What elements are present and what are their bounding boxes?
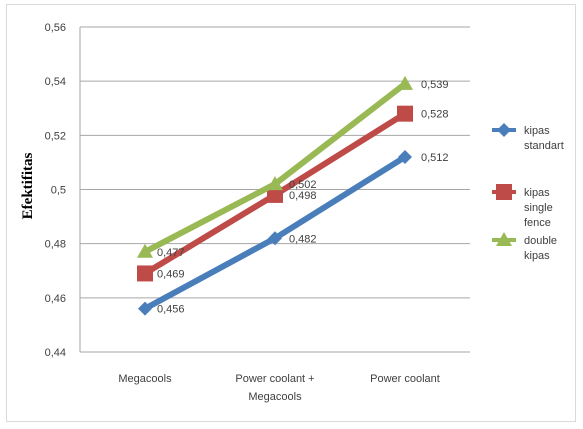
legend-entry-label: single: [524, 202, 553, 214]
y-tick-label: 0,44: [45, 347, 66, 359]
data-label: 0,512: [421, 152, 449, 164]
data-point-marker: [397, 75, 413, 90]
data-label: 0,539: [421, 79, 449, 91]
data-point-marker: [398, 150, 412, 164]
legend-entry-label: kipas: [524, 125, 550, 137]
series-lines: [137, 75, 413, 316]
data-point-marker: [397, 105, 413, 122]
data-point-marker: [137, 243, 153, 258]
legend-entry-label: double: [524, 235, 557, 247]
data-point-marker: [268, 231, 282, 246]
y-tick-label: 0,5: [51, 185, 66, 197]
data-label: 0,482: [289, 233, 317, 245]
legend-marker: [496, 232, 512, 246]
data-label: 0,502: [289, 179, 317, 191]
data-label: 0,456: [157, 304, 185, 316]
legend-entry-label: fence: [524, 217, 551, 229]
legend-marker: [497, 123, 511, 137]
legend-entry-label: kipas: [524, 250, 550, 262]
data-point-marker: [138, 301, 152, 316]
data-label: 0,469: [157, 268, 185, 280]
data-label: 0,477: [157, 247, 185, 259]
x-category-label: Power coolant +: [235, 373, 314, 385]
legend-marker: [496, 184, 512, 200]
x-category-label: Megacools: [118, 373, 172, 385]
x-category-label: Megacools: [248, 391, 302, 403]
y-tick-label: 0,52: [45, 130, 66, 142]
data-point-marker: [267, 186, 283, 203]
y-tick-label: 0,46: [45, 293, 66, 305]
axes: 0,44 0,46 0,48 0,5 0,52 0,54 0,56 Megacools Powe…: [45, 22, 470, 403]
data-label: 0,498: [289, 190, 317, 202]
y-tick-label: 0,54: [45, 76, 66, 88]
data-labels: 0,456 0,482 0,512 0,469 0,498 0,528 0,477 0,502…: [157, 79, 449, 316]
y-tick-label: 0,48: [45, 239, 66, 251]
legend: kipas standart kipas single fence double kipas: [492, 123, 564, 262]
y-axis-label: Efektifitas: [20, 153, 36, 220]
data-label: 0,528: [421, 109, 449, 121]
legend-entry-label: kipas: [524, 187, 550, 199]
data-point-marker: [267, 176, 283, 191]
chart-frame: [6, 4, 576, 422]
x-category-label: Power coolant: [370, 373, 440, 385]
data-point-marker: [137, 265, 153, 282]
series-line: [142, 80, 408, 255]
legend-entry-label: standart: [524, 140, 564, 152]
y-tick-label: 0,56: [45, 22, 66, 34]
